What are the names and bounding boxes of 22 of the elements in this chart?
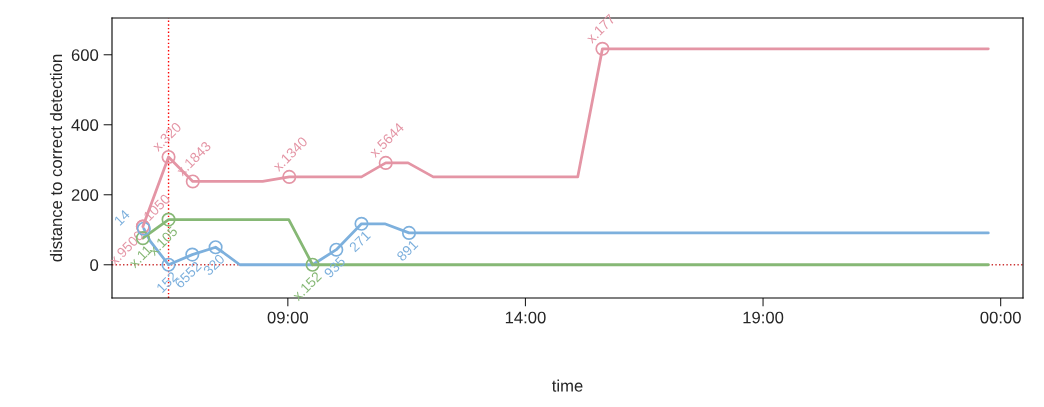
annotation: 320: [202, 253, 226, 277]
annotation: 14: [113, 209, 131, 226]
y-tick-label: 400: [71, 119, 99, 131]
point: [329, 242, 344, 257]
x-tick-label: 00:00: [980, 311, 1021, 324]
y-axis-title: distance to correct detection: [49, 54, 63, 262]
point: [161, 257, 176, 272]
point: [305, 257, 320, 272]
annotation: 271: [348, 230, 371, 253]
y-tick-label: 200: [71, 189, 99, 201]
x-tick-label: 14:00: [505, 311, 546, 324]
x-tick-label: 09:00: [267, 311, 309, 324]
point: [354, 216, 369, 231]
y-tick-label: 600: [71, 49, 99, 61]
annotation: 935: [323, 255, 346, 279]
point: [401, 225, 417, 240]
y-tick-label: 0: [90, 259, 99, 271]
point: [185, 247, 200, 262]
x-axis-title: time: [552, 379, 583, 392]
x-tick-label: 19:00: [743, 311, 784, 324]
point: [208, 240, 223, 255]
annotation: 891: [396, 239, 419, 262]
